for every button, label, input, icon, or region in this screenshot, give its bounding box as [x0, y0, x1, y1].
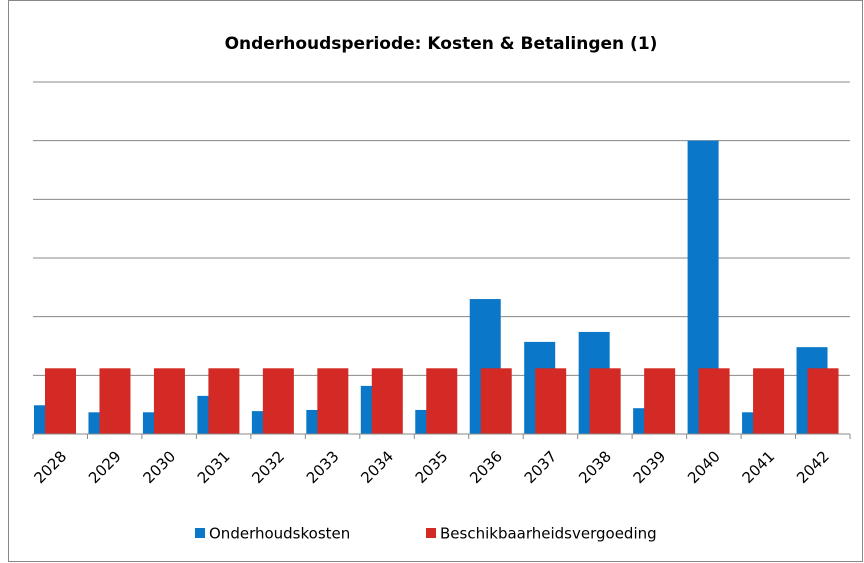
bar [426, 368, 458, 434]
bar [698, 368, 730, 434]
bar [644, 368, 676, 434]
legend-swatch [195, 528, 205, 538]
bar [589, 368, 621, 434]
bar [153, 368, 185, 434]
legend-label: Onderhoudskosten [209, 525, 350, 543]
bar [753, 368, 785, 434]
chart-border [8, 0, 863, 562]
bar [480, 368, 512, 434]
bar [317, 368, 349, 434]
bar [99, 368, 131, 434]
bar [535, 368, 567, 434]
legend-label: Beschikbaarheidsvergoeding [440, 525, 657, 543]
bar [208, 368, 240, 434]
legend-swatch [426, 528, 436, 538]
bar [262, 368, 294, 434]
bar [45, 368, 76, 434]
bar [807, 368, 839, 434]
chart-title: Onderhoudsperiode: Kosten & Betalingen (… [225, 34, 658, 54]
bar [371, 368, 403, 434]
